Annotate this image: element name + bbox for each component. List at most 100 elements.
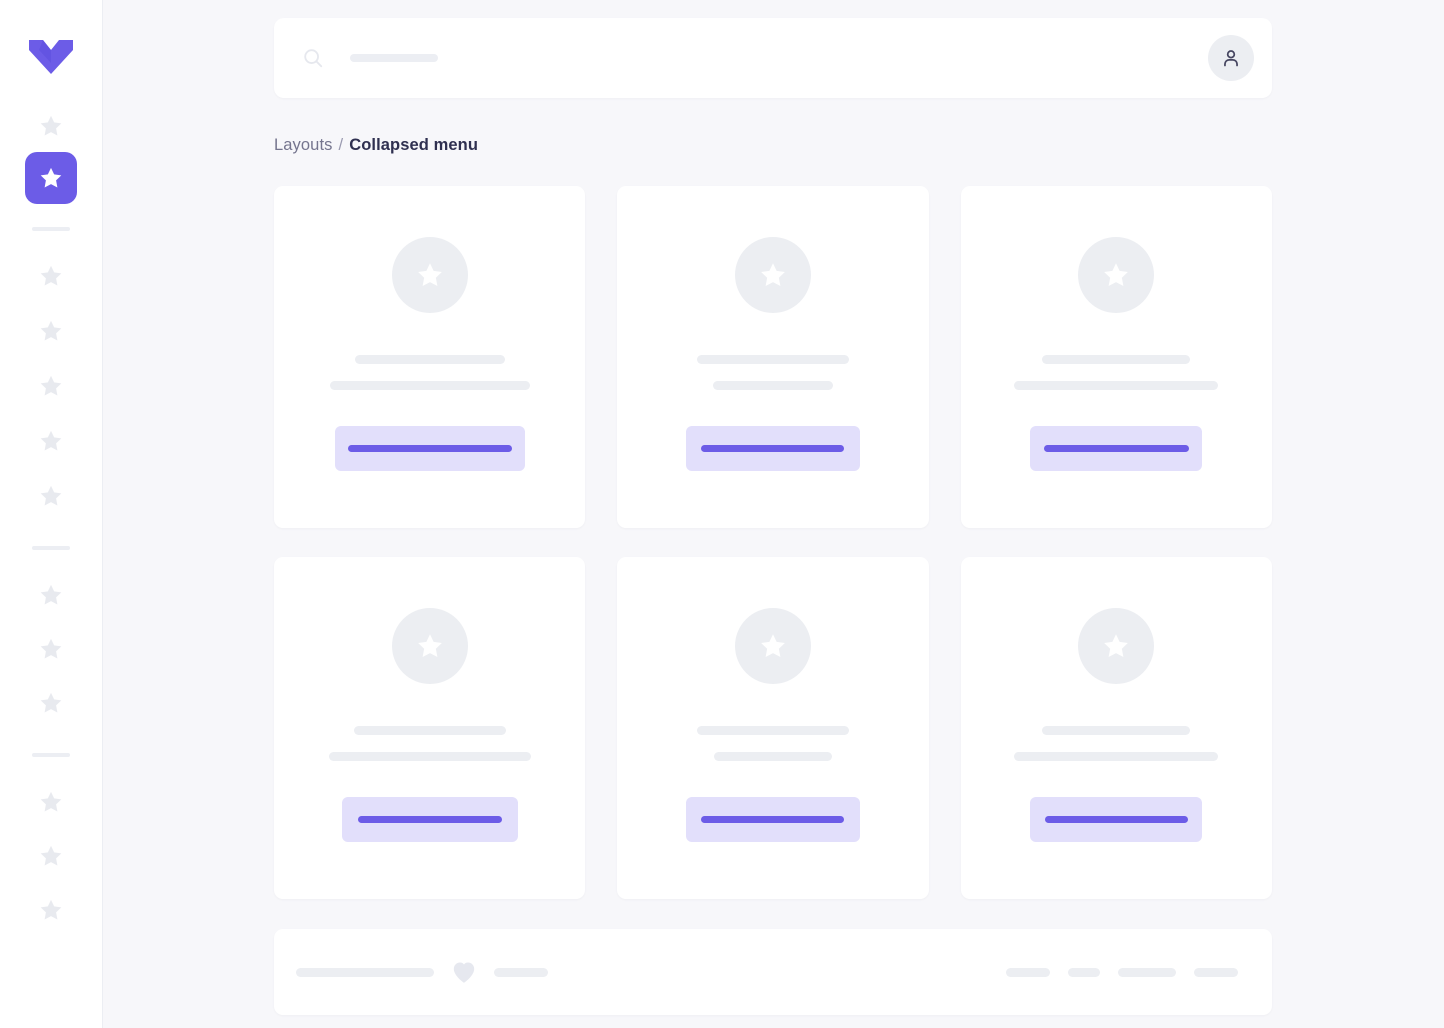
sidebar (0, 0, 103, 1028)
breadcrumb-separator: / (338, 136, 344, 154)
sidebar-item-11[interactable] (25, 776, 77, 828)
sidebar-group-primary (25, 100, 77, 204)
breadcrumb-current: Collapsed menu (349, 136, 479, 154)
card-title-skeleton (1042, 726, 1191, 735)
sidebar-group-three (25, 569, 77, 730)
search-input[interactable] (350, 54, 438, 62)
card-button-label-skeleton (1044, 816, 1188, 823)
card-title-skeleton (696, 726, 849, 735)
card[interactable] (617, 186, 929, 528)
star-icon (40, 584, 62, 605)
star-icon (40, 791, 62, 812)
user-icon (1224, 50, 1238, 67)
footer-right-item[interactable] (1006, 967, 1050, 977)
card-subtitle-skeleton (712, 381, 833, 390)
card-title-skeleton (354, 355, 505, 364)
card-title-skeleton (696, 355, 849, 364)
sidebar-item-6[interactable] (25, 415, 77, 467)
card-action-button[interactable] (1030, 797, 1203, 842)
card[interactable] (274, 557, 586, 899)
search-icon[interactable] (302, 47, 324, 69)
footer-left-group (296, 960, 548, 984)
card[interactable] (274, 186, 586, 528)
card[interactable] (960, 186, 1272, 528)
card[interactable] (617, 557, 929, 899)
app-logo[interactable] (25, 36, 77, 78)
star-icon (417, 634, 442, 657)
sidebar-divider-1 (32, 227, 70, 231)
sidebar-item-3[interactable] (25, 250, 77, 302)
avatar[interactable] (1208, 35, 1254, 81)
sidebar-divider-2 (32, 546, 70, 550)
footer-text-skeleton (296, 967, 434, 977)
sidebar-group-two (25, 250, 77, 523)
sidebar-item-8[interactable] (25, 569, 77, 621)
card-avatar (734, 237, 811, 313)
footer-right-item[interactable] (1118, 967, 1176, 977)
card-button-label-skeleton (347, 445, 512, 452)
star-icon (40, 167, 62, 188)
star-icon (40, 692, 62, 713)
star-icon (40, 320, 62, 341)
star-icon (40, 638, 62, 659)
sidebar-divider-3 (32, 753, 70, 757)
star-icon (40, 375, 62, 396)
main-content: Layouts / Collapsed menu (103, 0, 1444, 1028)
card-button-label-skeleton (701, 816, 845, 823)
card-subtitle-skeleton (329, 381, 530, 390)
card-title-skeleton (1042, 355, 1191, 364)
card-button-label-skeleton (1043, 445, 1189, 452)
sidebar-item-1[interactable] (25, 100, 77, 152)
card-skeleton-lines (617, 726, 928, 761)
star-icon (40, 845, 62, 866)
card-skeleton-lines (961, 355, 1272, 390)
sidebar-item-4[interactable] (25, 305, 77, 357)
card-button-label-skeleton (701, 445, 845, 452)
heart-icon[interactable] (451, 960, 477, 984)
card-action-button[interactable] (341, 797, 518, 842)
sidebar-item-10[interactable] (25, 677, 77, 729)
card-action-button[interactable] (334, 426, 525, 471)
footer-right-item[interactable] (1068, 967, 1100, 977)
footer-meta-skeleton (494, 967, 548, 977)
star-icon (1104, 263, 1129, 286)
sidebar-item-2-active[interactable] (25, 152, 77, 204)
card-subtitle-skeleton (328, 752, 531, 761)
card-action-button[interactable] (1030, 426, 1203, 471)
footer-right-group (1006, 967, 1238, 977)
card-avatar (1078, 237, 1155, 313)
card-skeleton-lines (274, 726, 585, 761)
card-grid (274, 186, 1272, 899)
breadcrumb-parent[interactable]: Layouts (274, 136, 333, 154)
sidebar-item-13[interactable] (25, 884, 77, 936)
card-avatar (391, 608, 468, 684)
card-skeleton-lines (617, 355, 928, 390)
star-icon (40, 115, 62, 136)
top-search-bar (274, 18, 1272, 98)
card-action-button[interactable] (685, 797, 860, 842)
sidebar-item-12[interactable] (25, 830, 77, 882)
card-subtitle-skeleton (1014, 752, 1219, 761)
sidebar-item-9[interactable] (25, 623, 77, 675)
card-avatar (391, 237, 468, 313)
card-action-button[interactable] (685, 426, 860, 471)
footer-bar (274, 929, 1272, 1015)
footer-right-item[interactable] (1194, 967, 1238, 977)
breadcrumb: Layouts / Collapsed menu (274, 135, 1272, 155)
sidebar-item-7[interactable] (25, 470, 77, 522)
star-icon (40, 485, 62, 506)
sidebar-item-5[interactable] (25, 360, 77, 412)
star-icon (761, 634, 785, 657)
card-avatar (734, 608, 811, 684)
chevron-heart-logo-icon (29, 40, 73, 74)
card-skeleton-lines (274, 355, 585, 390)
card-subtitle-skeleton (713, 752, 832, 761)
card[interactable] (960, 557, 1272, 899)
star-icon (417, 263, 442, 286)
star-icon (761, 263, 785, 286)
star-icon (1104, 634, 1129, 657)
card-button-label-skeleton (357, 816, 502, 823)
card-title-skeleton (353, 726, 506, 735)
star-icon (40, 430, 62, 451)
